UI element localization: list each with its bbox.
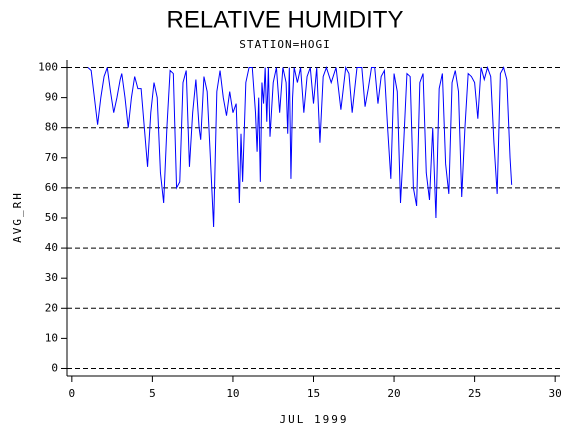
- y-tick-label: 80: [45, 121, 58, 134]
- y-tick-label: 30: [45, 271, 58, 284]
- x-axis-label: JUL 1999: [280, 413, 349, 426]
- y-tick-label: 40: [45, 241, 58, 254]
- y-tick-label: 90: [45, 91, 58, 104]
- y-tick-label: 60: [45, 181, 58, 194]
- y-tick-label: 50: [45, 211, 58, 224]
- y-tick-label: 100: [38, 61, 58, 74]
- y-tick-label: 20: [45, 301, 58, 314]
- x-tick-label: 0: [69, 387, 76, 400]
- x-tick-label: 20: [387, 387, 400, 400]
- y-tick-label: 10: [45, 331, 58, 344]
- x-tick-label: 30: [549, 387, 562, 400]
- x-tick-label: 15: [307, 387, 320, 400]
- x-tick-label: 25: [468, 387, 481, 400]
- y-axis-label: AVG_RH: [11, 191, 24, 243]
- x-tick-label: 5: [149, 387, 156, 400]
- y-tick-label: 0: [51, 361, 58, 374]
- y-tick-label: 70: [45, 151, 58, 164]
- chart-title: RELATIVE HUMIDITY: [167, 6, 404, 33]
- x-tick-label: 10: [226, 387, 239, 400]
- chart-subtitle: STATION=HOGI: [239, 38, 330, 51]
- data-line: [87, 65, 513, 228]
